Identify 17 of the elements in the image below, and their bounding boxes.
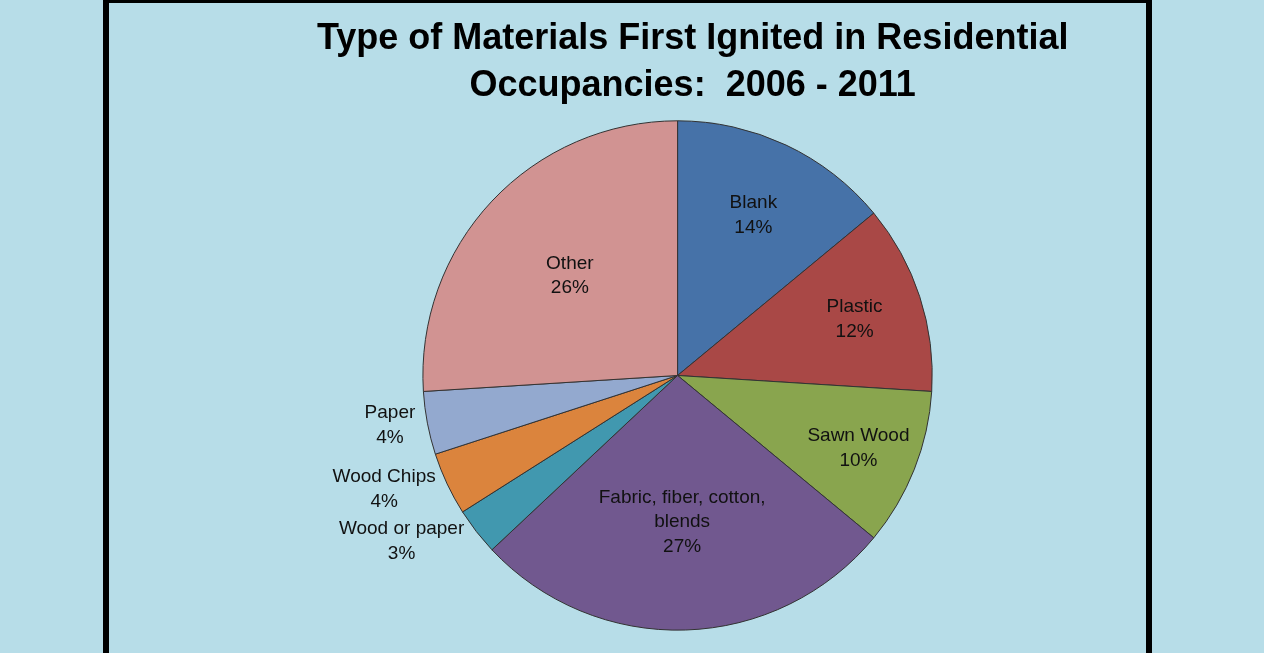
data-label: 12% bbox=[835, 319, 874, 341]
slice-label: Fabric, fiber, cotton, blends bbox=[598, 485, 766, 532]
data-label: 27% bbox=[663, 535, 702, 557]
slice-label: Wood or paper bbox=[338, 517, 465, 539]
slice-label: Other bbox=[546, 251, 595, 273]
slice-label: Paper bbox=[364, 401, 416, 423]
data-label: 4% bbox=[370, 489, 398, 511]
slice-label: Plastic bbox=[826, 295, 883, 317]
data-label: 3% bbox=[387, 542, 416, 563]
data-label: 26% bbox=[550, 276, 589, 298]
slice-label: Sawn Wood bbox=[807, 424, 910, 446]
data-label: 4% bbox=[376, 425, 404, 447]
chart-title: Type of Materials First Ignited in Residential Occupancies: 2006 - 2011 bbox=[316, 15, 1069, 104]
data-label: 10% bbox=[839, 448, 878, 470]
data-label: 14% bbox=[734, 215, 773, 237]
slice-label: Wood Chips bbox=[332, 465, 436, 487]
slice-label: Blank bbox=[729, 191, 778, 213]
